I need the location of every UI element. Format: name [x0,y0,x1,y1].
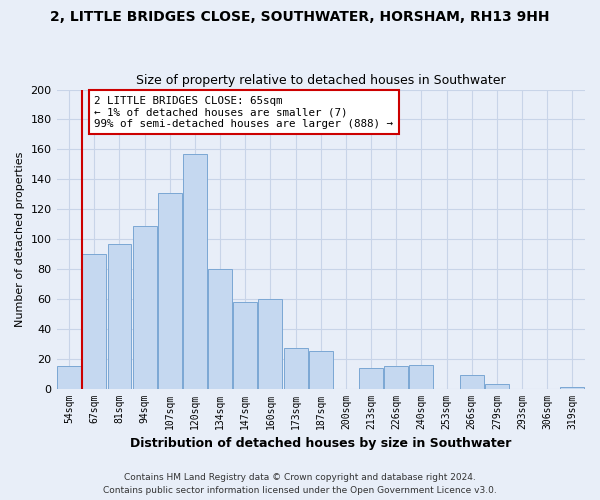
Bar [284,348,308,389]
Bar [460,375,484,388]
Bar [359,368,383,388]
Title: Size of property relative to detached houses in Southwater: Size of property relative to detached ho… [136,74,506,87]
Bar [485,384,509,388]
Text: 2, LITTLE BRIDGES CLOSE, SOUTHWATER, HORSHAM, RH13 9HH: 2, LITTLE BRIDGES CLOSE, SOUTHWATER, HOR… [50,10,550,24]
Bar [409,364,433,388]
Bar [233,302,257,388]
Bar [259,299,283,388]
Y-axis label: Number of detached properties: Number of detached properties [15,152,25,326]
Bar [158,192,182,388]
Bar [385,366,408,388]
Bar [107,244,131,388]
Text: Contains HM Land Registry data © Crown copyright and database right 2024.
Contai: Contains HM Land Registry data © Crown c… [103,474,497,495]
Bar [133,226,157,388]
Bar [208,269,232,388]
Bar [57,366,81,388]
Bar [82,254,106,388]
Text: 2 LITTLE BRIDGES CLOSE: 65sqm
← 1% of detached houses are smaller (7)
99% of sem: 2 LITTLE BRIDGES CLOSE: 65sqm ← 1% of de… [94,96,393,128]
Bar [560,387,584,388]
Bar [309,351,333,389]
X-axis label: Distribution of detached houses by size in Southwater: Distribution of detached houses by size … [130,437,511,450]
Bar [183,154,207,388]
